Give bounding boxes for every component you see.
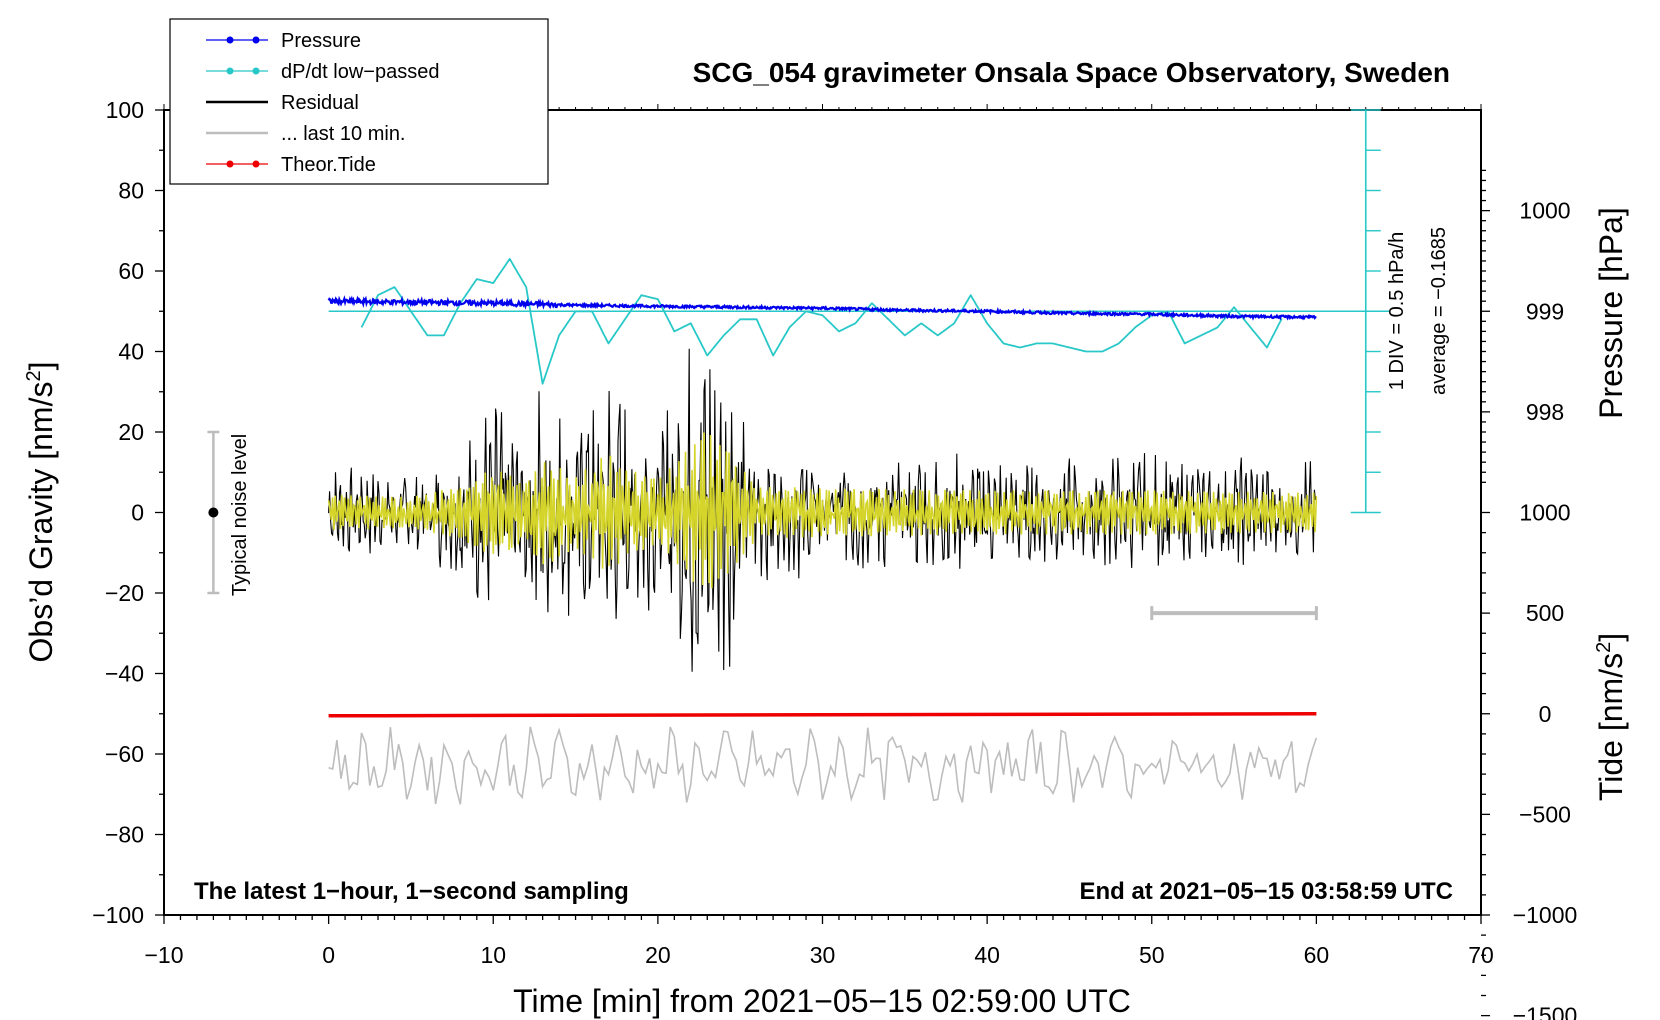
x-tick-label: 30 [810, 942, 836, 968]
pressure-tick-label: 998 [1526, 399, 1564, 425]
tide-tick-label: −500 [1519, 801, 1571, 827]
y-tick-label: −100 [92, 902, 144, 928]
y-axis-title-main: Obs’d Gravity [nm/s [23, 382, 59, 663]
x-tick-label: 40 [974, 942, 1000, 968]
legend-label: dP/dt low−passed [281, 61, 439, 83]
pressure-axis-title: Pressure [hPa] [1593, 207, 1629, 419]
y-tick-label: −80 [105, 822, 144, 848]
y-tick-label: 100 [106, 97, 144, 123]
legend-label: Residual [281, 92, 359, 114]
average-label: average = −0.1685 [1428, 227, 1450, 395]
noise-level-dot [208, 507, 219, 518]
pressure-line [327, 295, 1317, 321]
x-tick-label: 50 [1139, 942, 1165, 968]
legend-marker [252, 36, 260, 44]
legend-marker [226, 36, 234, 44]
noise-level-label: Typical noise level [229, 434, 251, 596]
y-tick-label: 20 [118, 419, 144, 445]
pressure-tick-label: 999 [1526, 298, 1564, 324]
filtered-residual-line [327, 432, 1318, 589]
last10-trace [328, 726, 1318, 805]
dpdt-line [360, 257, 1283, 385]
legend-entry: ... last 10 min. [206, 123, 406, 145]
legend-marker [252, 160, 260, 168]
y-axis-ticks: 100 80 60 40 20 0 −20 −40 −60 −80 −100 [92, 97, 164, 928]
tide-tick-label: −1500 [1513, 1003, 1578, 1020]
tide-tick-label: 0 [1539, 701, 1552, 727]
div-label: 1 DIV = 0.5 hPa/h [1386, 232, 1408, 390]
y-tick-label: −20 [105, 580, 144, 606]
tide-tick-label: −1000 [1513, 902, 1578, 928]
tide-axis-title-main: Tide [nm/s [1593, 653, 1629, 801]
footer-left: The latest 1−hour, 1−second sampling [194, 878, 629, 905]
x-tick-label: 60 [1304, 942, 1330, 968]
x-tick-label: 0 [322, 942, 335, 968]
legend: Pressure dP/dt low−passed Residual ... last… [169, 18, 549, 185]
legend-marker [226, 160, 234, 168]
legend-marker [226, 67, 234, 75]
tide-axis-title: Tide [nm/s2] [1593, 633, 1629, 801]
chart-title: SCG_054 gravimeter Onsala Space Observat… [693, 57, 1450, 88]
legend-entry: Residual [206, 92, 359, 114]
legend-entry: Pressure [206, 30, 361, 52]
legend-entry: Theor.Tide [206, 154, 376, 176]
y-tick-label: −40 [105, 661, 144, 687]
legend-label: Pressure [281, 30, 361, 52]
legend-entry: dP/dt low−passed [206, 61, 439, 83]
tide-line [328, 712, 1317, 718]
dpdt-scale-bar [328, 109, 1391, 514]
x-tick-label: 20 [645, 942, 671, 968]
y-tick-label: 0 [131, 500, 144, 526]
y-tick-label: −60 [105, 741, 144, 767]
y-axis-title-end: ] [23, 362, 59, 371]
series-layer [207, 257, 1318, 805]
x-tick-label: −10 [144, 942, 183, 968]
tide-axis-ticks: 1000 500 0 −500 −1000 −1500 [1481, 500, 1577, 1020]
tide-tick-label: 1000 [1519, 500, 1570, 526]
tide-tick-label: 500 [1526, 600, 1564, 626]
legend-label: Theor.Tide [281, 154, 376, 176]
x-tick-label: 10 [480, 942, 506, 968]
legend-marker [252, 67, 260, 75]
legend-label: ... last 10 min. [281, 123, 406, 145]
y-axis-title: Obs’d Gravity [nm/s2] [23, 362, 59, 663]
pressure-axis-ticks: 1000 999 998 [1481, 169, 1571, 483]
tide-axis-title-end: ] [1593, 633, 1629, 642]
x-axis-title: Time [min] from 2021−05−15 02:59:00 UTC [513, 983, 1131, 1019]
y-axis-title-sup: 2 [23, 370, 45, 381]
y-tick-label: 60 [118, 258, 144, 284]
pressure-tick-label: 1000 [1519, 198, 1570, 224]
y-tick-label: 80 [118, 178, 144, 204]
y-tick-label: 40 [118, 339, 144, 365]
tide-axis-title-sup: 2 [1593, 642, 1615, 653]
footer-right: End at 2021−05−15 03:58:59 UTC [1079, 878, 1453, 905]
